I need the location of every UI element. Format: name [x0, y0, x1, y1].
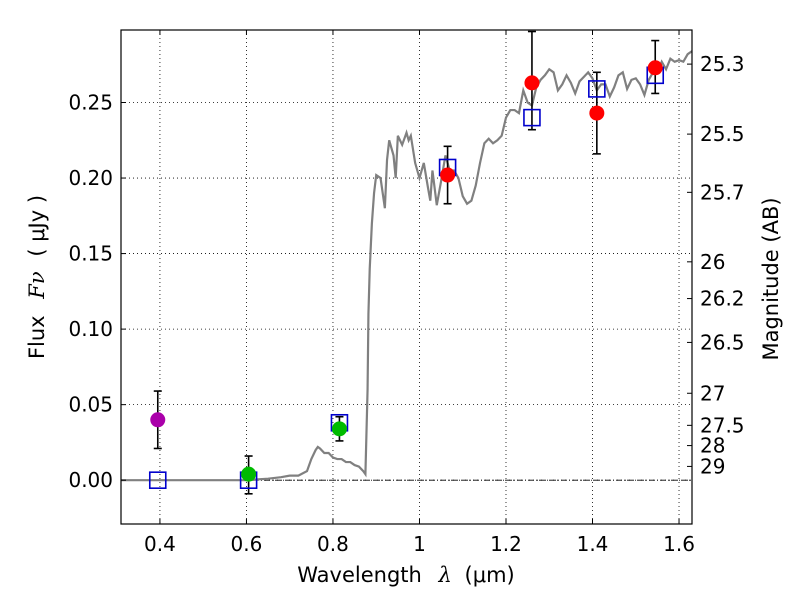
y-tick-label: 0.05: [68, 393, 113, 417]
model-spectrum-line: [121, 50, 692, 482]
x-tick-label: 0.6: [231, 532, 263, 556]
observed-photometry-point: [150, 412, 166, 428]
model-photometry-square: [148, 471, 167, 489]
observed-photometry-point: [524, 75, 540, 91]
x-tick-label: 1.4: [577, 532, 609, 556]
magnitude-tick-label: 25.3: [700, 52, 745, 76]
x-tick-label: 0.4: [144, 532, 176, 556]
x-axis-label-symbol: λ: [438, 563, 452, 587]
y-tick-label: 0.20: [68, 166, 113, 190]
x-tick-label: 1.2: [490, 532, 522, 556]
model-photometry-square: [588, 80, 606, 98]
magnitude-tick-label: 25.5: [700, 122, 745, 146]
magnitude-tick-label: 28: [700, 434, 725, 458]
magnitude-tick-label: 27.5: [700, 413, 745, 437]
magnitude-axis-label: Magnitude (AB): [759, 197, 783, 360]
magnitude-tick-label: 29: [700, 454, 725, 478]
magnitude-tick-label: 26.2: [700, 287, 745, 311]
y-tick-label: 0.25: [68, 91, 113, 115]
x-tick-labels: 0.4 0.6 0.8 1 1.2 1.4 1.6: [144, 532, 695, 556]
x-tick-label: 1: [413, 532, 426, 556]
magnitude-tick-label: 26.5: [700, 330, 745, 354]
y-tick-labels: 0.00 0.05 0.10 0.15 0.20 0.25: [68, 91, 113, 493]
y-tick-label: 0.10: [68, 317, 113, 341]
y-tick-label: 0.00: [68, 468, 113, 492]
plot-frame: [120, 29, 693, 525]
y-axis-label-unit: ( μJy ): [25, 195, 49, 257]
y-axis-label: Flux Fν ( μJy ): [25, 195, 49, 359]
x-axis-label-unit: (μm): [465, 563, 515, 587]
magnitude-tick-label: 27: [700, 381, 725, 405]
grid: [121, 30, 692, 524]
x-axis-label-text: Wavelength: [297, 563, 422, 587]
error-bars: [153, 30, 660, 495]
observed-photometry-point: [241, 466, 257, 482]
x-tick-label: 0.8: [317, 532, 349, 556]
y-tick-label: 0.15: [68, 242, 113, 266]
observed-photometry-point: [440, 167, 456, 183]
y-axis-label-text: Flux: [25, 315, 49, 359]
model-photometry-square: [523, 108, 541, 127]
axis-ticks: [121, 30, 692, 524]
observed-photometry-point: [331, 421, 347, 437]
observed-photometry-point: [589, 105, 605, 121]
magnitude-tick-label: 26: [700, 250, 725, 274]
magnitude-tick-label: 25.7: [700, 180, 745, 204]
observed-photometry-points: [150, 60, 663, 482]
x-tick-label: 1.6: [663, 532, 695, 556]
observed-photometry-point: [647, 60, 663, 76]
y-axis-label-symbol: Fν: [25, 271, 49, 300]
x-axis-label: Wavelength λ (μm): [297, 563, 514, 587]
